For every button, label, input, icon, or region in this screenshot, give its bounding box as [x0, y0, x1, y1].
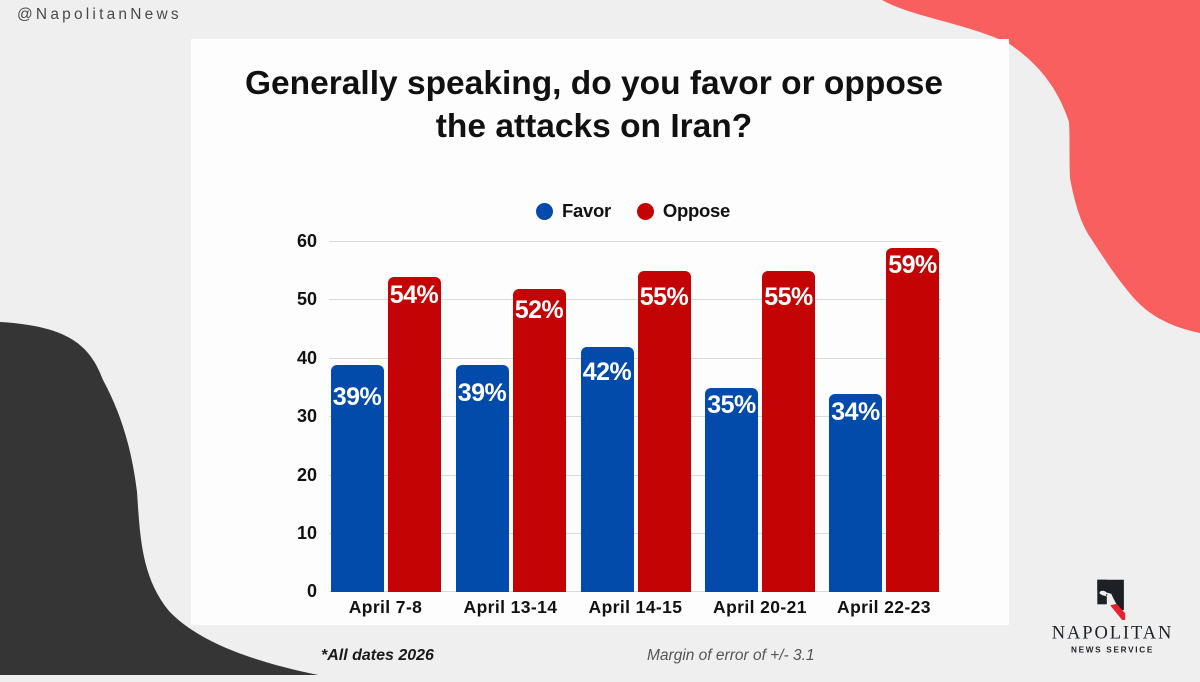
svg-text:NAPOLITAN: NAPOLITAN: [1052, 624, 1173, 644]
svg-text:NEWS SERVICE: NEWS SERVICE: [1071, 646, 1154, 655]
